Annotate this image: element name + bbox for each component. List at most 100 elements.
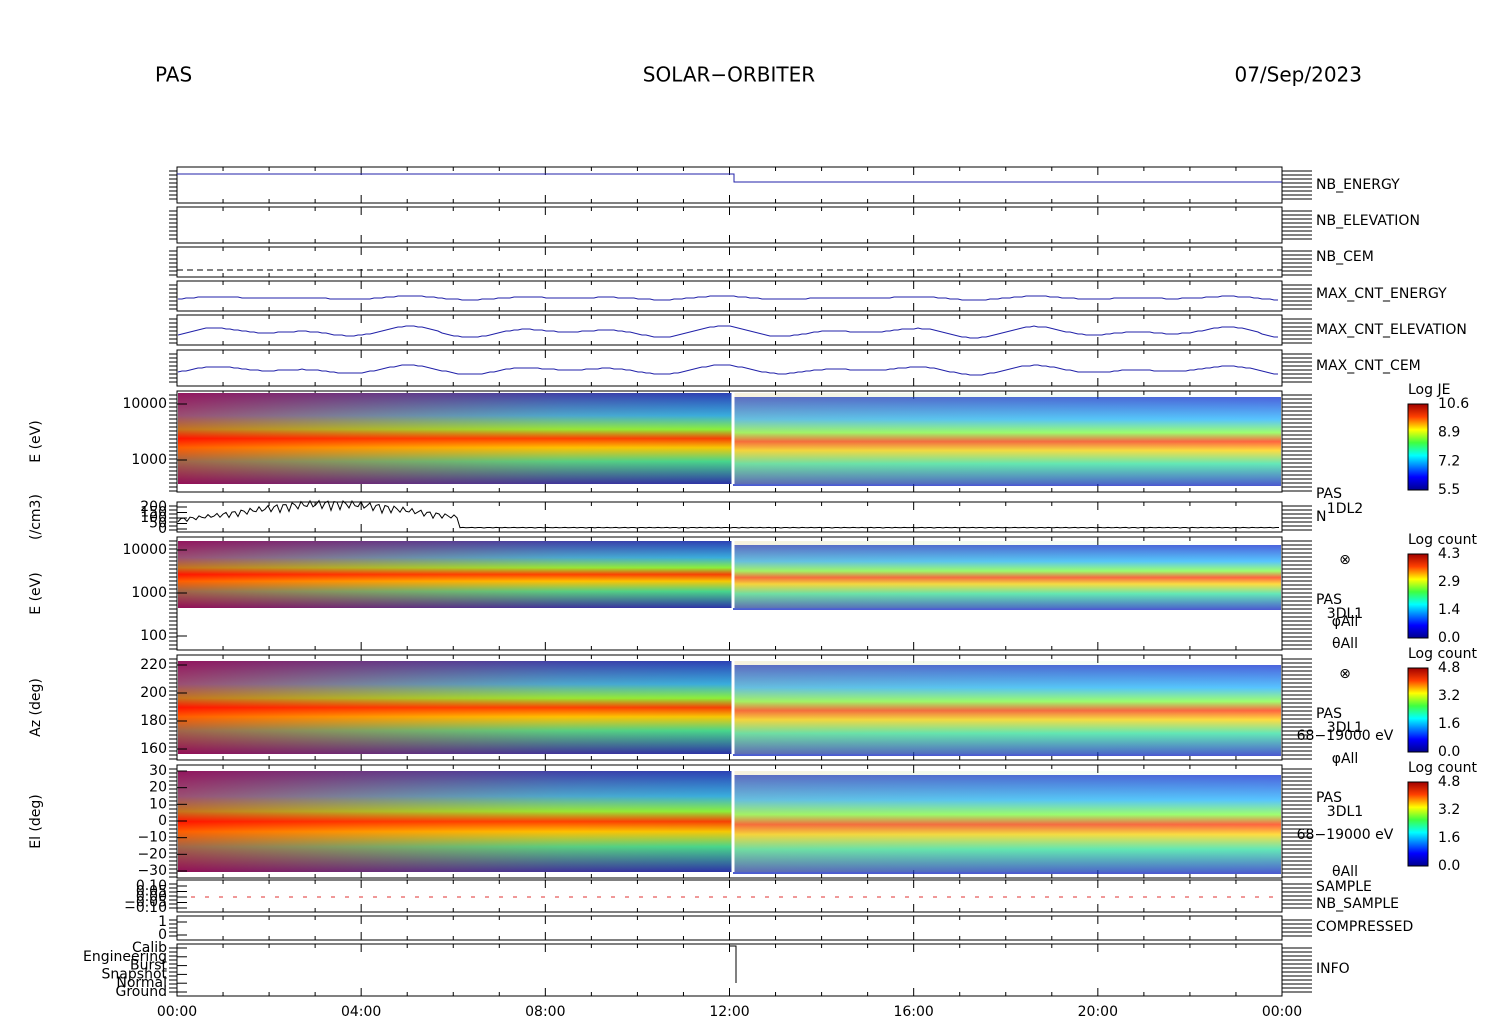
colorbar-tick-label: 5.5 [1438, 482, 1460, 498]
y-tick-label: 0.05 [136, 884, 167, 900]
colorbar [1407, 553, 1429, 639]
y-axis-label: (/cm3) [28, 494, 44, 540]
y-tick-label: −10 [137, 830, 167, 846]
y-tick-label: Snapshot [102, 966, 168, 982]
y-tick-label: 20 [149, 780, 167, 796]
right-label: PAS [1316, 486, 1342, 502]
right-label: PAS [1316, 706, 1342, 722]
y-tick-label: 1000 [131, 585, 167, 601]
colorbar-title: Log count [1408, 646, 1477, 662]
colorbar-tick-label: 10.6 [1438, 396, 1469, 412]
y-tick-label: −30 [137, 863, 167, 879]
right-label: SAMPLE [1316, 879, 1372, 895]
colorbar-tick-label: 0.0 [1438, 744, 1460, 760]
x-tick-label: 00:00 [1262, 1004, 1302, 1020]
colorbar-tick-label: 3.2 [1438, 688, 1460, 704]
right-label: 3DL1 [1327, 606, 1363, 622]
right-label: 3DL1 [1327, 804, 1363, 820]
y-tick-label: Engineering [83, 949, 167, 965]
y-tick-label: 10000 [122, 396, 167, 412]
colorbar [1407, 667, 1429, 753]
colorbar-tick-label: 1.6 [1438, 716, 1460, 732]
right-label: 68−19000 eV [1297, 728, 1394, 744]
colorbar-tick-label: 7.2 [1438, 453, 1460, 469]
y-tick-label: 200 [140, 685, 167, 701]
x-tick-label: 00:00 [157, 1004, 197, 1020]
colorbar-tick-label: 4.3 [1438, 546, 1460, 562]
right-label: MAX_CNT_ENERGY [1316, 286, 1447, 302]
trace [177, 173, 1282, 183]
y-tick-label: 100 [140, 628, 167, 644]
x-tick-label: 04:00 [341, 1004, 381, 1020]
y-tick-label: Normal [116, 975, 167, 991]
y-tick-label: −0.10 [124, 900, 167, 916]
right-label: NB_ELEVATION [1316, 213, 1420, 229]
right-label: φAll [1332, 614, 1359, 630]
y-tick-label: 200 [140, 499, 167, 515]
y-tick-label: 150 [140, 505, 167, 521]
trace [729, 945, 737, 983]
right-label: NB_ENERGY [1316, 177, 1400, 193]
colorbar-tick-label: 1.4 [1438, 602, 1460, 618]
spectrogram [178, 541, 1281, 608]
y-tick-label: 180 [140, 713, 167, 729]
spectrogram [178, 393, 1281, 484]
trace [177, 325, 1278, 339]
right-label: PAS [1316, 790, 1342, 806]
colorbar-title: Log count [1408, 532, 1477, 548]
colorbar [1407, 781, 1429, 867]
right-label: COMPRESSED [1316, 919, 1413, 935]
colorbar-title: Log count [1408, 760, 1477, 776]
right-label: θAll [1332, 636, 1358, 652]
right-label: NB_SAMPLE [1316, 896, 1399, 912]
x-tick-label: 08:00 [525, 1004, 565, 1020]
right-label: θAll [1332, 864, 1358, 880]
colorbar-tick-label: 0.0 [1438, 630, 1460, 646]
right-label: MAX_CNT_CEM [1316, 358, 1421, 374]
colorbar-tick-label: 0.0 [1438, 858, 1460, 874]
y-tick-label: 50 [149, 516, 167, 532]
trace [177, 499, 1280, 529]
colorbar [1407, 403, 1429, 491]
y-tick-label: 30 [149, 763, 167, 779]
y-tick-label: 1 [158, 914, 167, 930]
right-label: φAll [1332, 751, 1359, 767]
colorbar-tick-label: 4.8 [1438, 774, 1460, 790]
y-axis-label: Az (deg) [28, 678, 44, 737]
spectrogram [178, 771, 1281, 872]
right-label: NB_CEM [1316, 249, 1374, 265]
right-label: ⊗ [1339, 666, 1351, 682]
y-tick-label: −20 [137, 846, 167, 862]
right-label: 1DL2 [1327, 501, 1363, 517]
date: 07/Sep/2023 [1234, 63, 1362, 87]
right-label: 3DL1 [1327, 720, 1363, 736]
right-label: 68−19000 eV [1297, 827, 1394, 843]
colorbar-tick-label: 3.2 [1438, 802, 1460, 818]
y-tick-label: 0 [158, 521, 167, 537]
y-tick-label: −0.05 [124, 895, 167, 911]
y-axis-label: El (deg) [28, 794, 44, 849]
y-tick-label: Burst [130, 958, 168, 974]
instrument: PAS [155, 63, 192, 87]
colorbar-tick-label: 1.6 [1438, 830, 1460, 846]
y-tick-label: 220 [140, 657, 167, 673]
y-tick-label: 1000 [131, 452, 167, 468]
y-tick-label: 0 [158, 927, 167, 943]
y-tick-label: 0.00 [136, 889, 167, 905]
y-tick-label: 0.10 [136, 878, 167, 894]
trace [177, 364, 1278, 376]
y-axis-label: E (eV) [28, 420, 44, 462]
right-label: MAX_CNT_ELEVATION [1316, 322, 1467, 338]
y-tick-label: 160 [140, 741, 167, 757]
colorbar-title: Log JE [1408, 382, 1450, 398]
colorbar-tick-label: 8.9 [1438, 425, 1460, 441]
x-tick-label: 16:00 [893, 1004, 933, 1020]
right-label: INFO [1316, 961, 1350, 977]
y-tick-label: 100 [140, 510, 167, 526]
right-label: PAS [1316, 592, 1342, 608]
right-label: N [1316, 509, 1326, 525]
x-tick-label: 20:00 [1078, 1004, 1118, 1020]
right-label: ⊗ [1339, 552, 1351, 568]
colorbar-tick-label: 4.8 [1438, 660, 1460, 676]
